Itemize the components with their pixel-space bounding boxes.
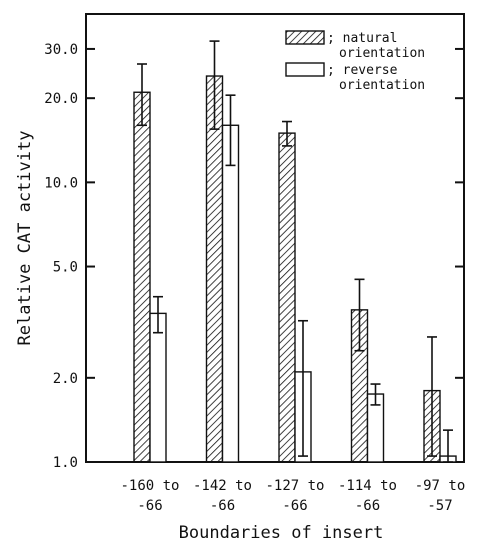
x-tick-label-line1: -142 to	[193, 478, 252, 494]
y-tick-label: 10.0	[44, 175, 78, 191]
x-tick-label-line2: -66	[210, 498, 235, 514]
y-tick-label: 20.0	[44, 91, 78, 107]
y-axis-label: Relative CAT activity	[15, 131, 35, 346]
natural-bar	[133, 91, 151, 463]
y-tick-label: 2.0	[53, 371, 78, 387]
y-tick-label: 5.0	[53, 260, 78, 276]
x-tick-label-line2: -66	[355, 498, 380, 514]
legend-label-line1: ; natural	[327, 31, 397, 46]
x-tick-label-line1: -160 to	[120, 478, 179, 494]
plot-frame	[85, 13, 465, 463]
reverse-bar	[221, 124, 240, 463]
x-tick-label-line1: -127 to	[265, 478, 324, 494]
x-tick-label-line2: -66	[137, 498, 162, 514]
natural-legend-swatch	[285, 30, 325, 45]
y-tick-label: 1.0	[53, 455, 78, 471]
x-axis-label: Boundaries of insert	[179, 523, 384, 543]
x-tick-label-line1: -97 to	[415, 478, 466, 494]
x-tick-label-line2: -57	[427, 498, 452, 514]
legend-label-line1: ; reverse	[327, 63, 398, 78]
x-tick-label-line1: -114 to	[338, 478, 397, 494]
legend-label-line2: orientation	[339, 78, 425, 93]
reverse-legend-swatch	[285, 62, 325, 77]
natural-bar	[205, 75, 224, 463]
legend-label-line2: orientation	[339, 46, 425, 61]
y-tick-label: 30.0	[44, 42, 78, 58]
x-tick-label-line2: -66	[282, 498, 307, 514]
reverse-bar	[149, 312, 167, 463]
natural-bar	[278, 132, 296, 463]
